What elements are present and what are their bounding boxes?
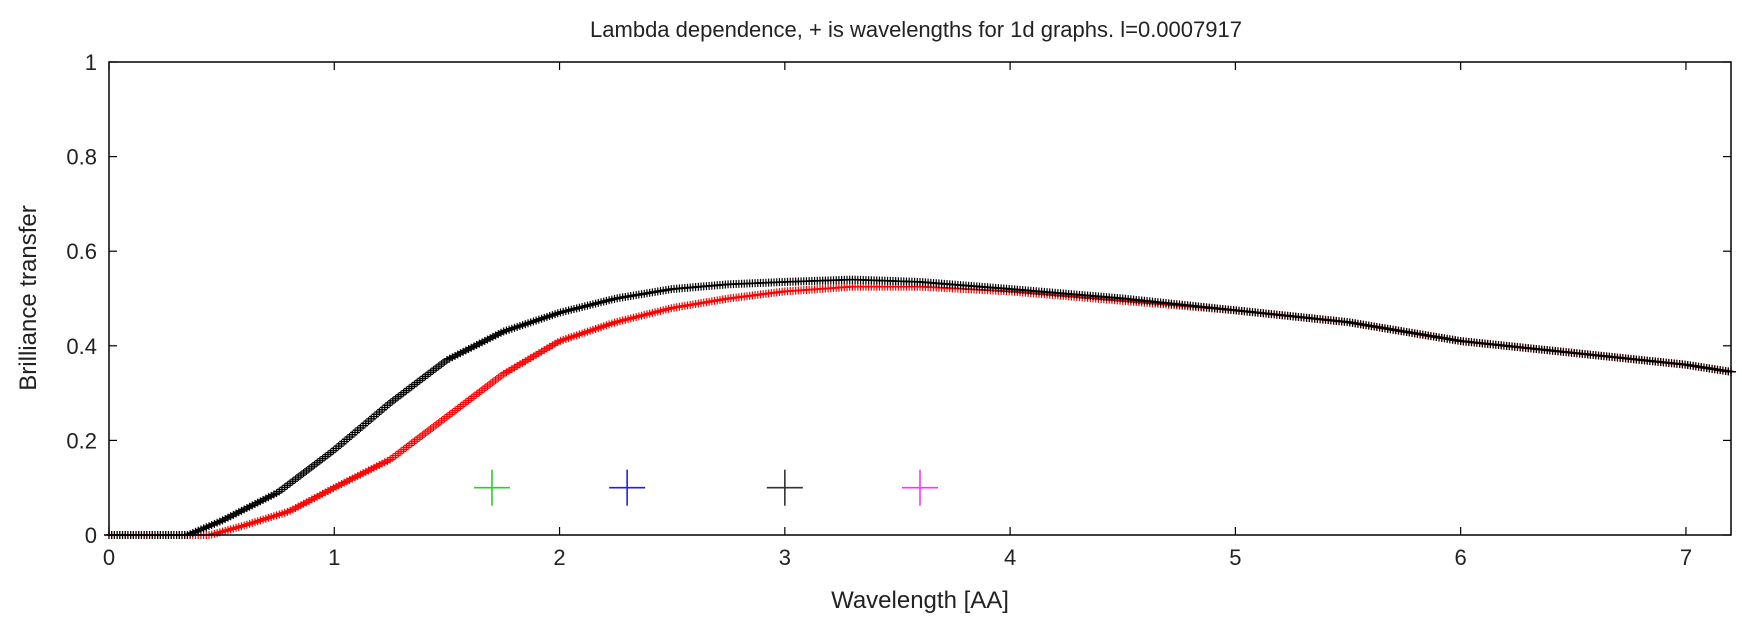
wavelength-marker xyxy=(766,469,803,506)
x-tick-label: 2 xyxy=(553,545,565,570)
axes: 0 1 2 3 4 5 6 7 0 0.2 0.4 0.6 0.8 1 xyxy=(66,50,1731,570)
x-tick-label: 7 xyxy=(1680,545,1692,570)
x-tick-label: 0 xyxy=(103,545,115,570)
wavelength-marker xyxy=(473,469,510,506)
wavelength-marker xyxy=(902,469,938,506)
x-tick-label: 4 xyxy=(1004,545,1016,570)
y-tick-label: 0 xyxy=(85,523,97,548)
wavelength-marker xyxy=(609,469,646,506)
y-tick-label: 0.4 xyxy=(66,334,97,359)
y-tick-label: 0.6 xyxy=(66,239,97,264)
plot-area xyxy=(104,275,1736,539)
axes-frame xyxy=(108,61,1732,536)
y-tick-label: 0.8 xyxy=(66,145,97,170)
x-tick-label: 1 xyxy=(328,545,340,570)
chart-title: Lambda dependence, + is wavelengths for … xyxy=(590,17,1242,42)
y-axis-label: Brilliance transfer xyxy=(15,205,42,390)
y-tick-label: 0.2 xyxy=(66,428,97,453)
x-tick-label: 5 xyxy=(1229,545,1241,570)
y-tick-label: 1 xyxy=(85,50,97,75)
x-axis-label: Wavelength [AA] xyxy=(831,587,1009,614)
x-tick-label: 3 xyxy=(779,545,791,570)
x-tick-label: 6 xyxy=(1455,545,1467,570)
